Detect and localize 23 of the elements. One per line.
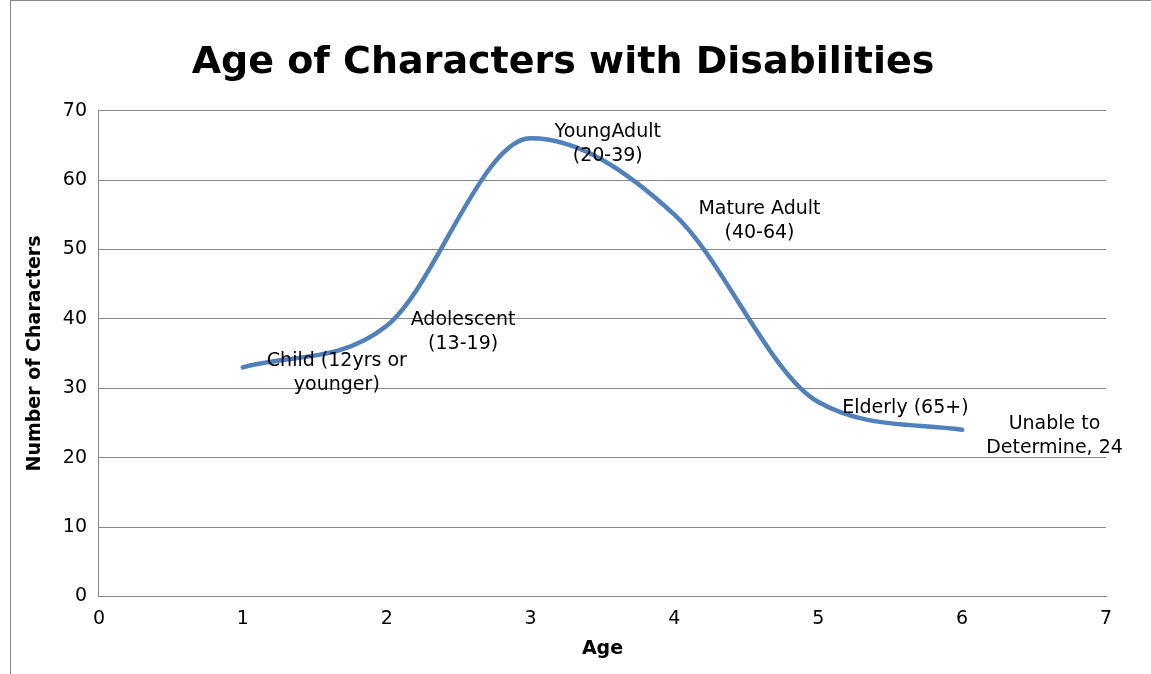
x-tick-label: 2 xyxy=(380,605,393,628)
x-tick-label: 7 xyxy=(1099,605,1113,628)
y-tick-label: 70 xyxy=(62,97,87,120)
y-tick-label: 10 xyxy=(62,513,87,536)
x-tick-label: 0 xyxy=(92,605,106,628)
y-tick-label: 40 xyxy=(62,305,87,328)
y-tick-label: 30 xyxy=(62,375,87,398)
annotation: Elderly (65+) xyxy=(842,395,969,418)
x-tick-label: 3 xyxy=(524,605,537,628)
x-tick-label: 6 xyxy=(956,605,969,628)
x-tick-label: 4 xyxy=(668,605,681,628)
x-axis-title: Age xyxy=(581,635,624,658)
annotation: Unable to Determine, 24 xyxy=(986,410,1123,457)
y-tick-label: 20 xyxy=(62,444,87,467)
annotation: Mature Adult (40-64) xyxy=(698,195,821,242)
x-tick-label: 1 xyxy=(236,605,249,628)
x-tick-label: 5 xyxy=(812,605,825,628)
y-tick-label: 0 xyxy=(74,583,87,606)
chart-title: Age of Characters with Disabilities xyxy=(191,37,935,82)
annotation: Adolescent (13-19) xyxy=(410,306,516,353)
y-tick-label: 60 xyxy=(62,166,87,189)
y-axis-title: Number of Characters xyxy=(22,235,45,472)
y-tick-label: 50 xyxy=(62,236,87,259)
